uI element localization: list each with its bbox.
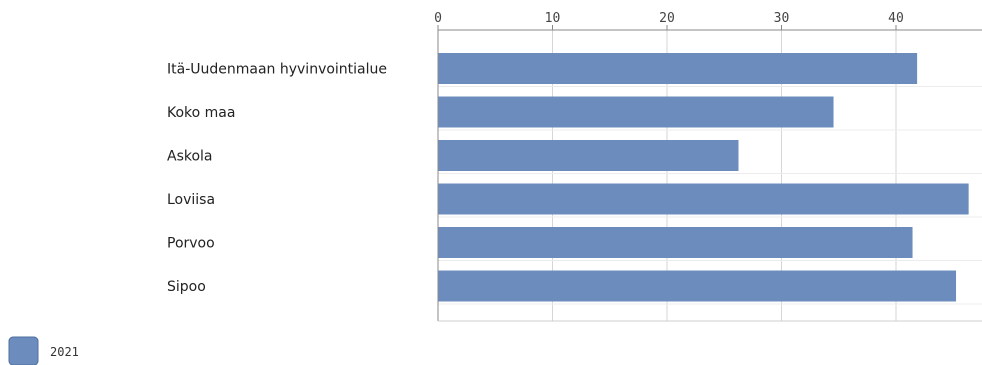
- bar: [438, 227, 913, 258]
- x-tick-label: 10: [545, 11, 561, 26]
- x-tick-label: 0: [434, 11, 442, 26]
- x-tick-label: 20: [659, 11, 675, 26]
- category-label: Itä-Uudenmaan hyvinvointialue: [167, 62, 387, 78]
- x-tick-label: 30: [774, 11, 790, 26]
- category-label: Sipoo: [167, 279, 206, 295]
- bars: [438, 53, 969, 302]
- category-labels: Itä-Uudenmaan hyvinvointialue Koko maa Ask…: [167, 62, 387, 296]
- category-label: Askola: [167, 149, 213, 165]
- bar: [438, 96, 834, 128]
- bar: [438, 270, 957, 302]
- category-label: Porvoo: [167, 236, 215, 252]
- category-label: Koko maa: [167, 105, 235, 121]
- bar: [438, 183, 969, 215]
- legend-label-series-0: 2021: [50, 345, 79, 359]
- legend-swatch: [8, 336, 39, 365]
- x-axis-ticks: 0 10 20 30 40: [434, 11, 904, 30]
- x-tick-label: 40: [888, 11, 904, 26]
- bar: [438, 53, 918, 84]
- bar: [438, 140, 739, 171]
- legend: 2021: [8, 336, 79, 365]
- axes: [437, 29, 982, 322]
- category-label: Loviisa: [167, 192, 215, 208]
